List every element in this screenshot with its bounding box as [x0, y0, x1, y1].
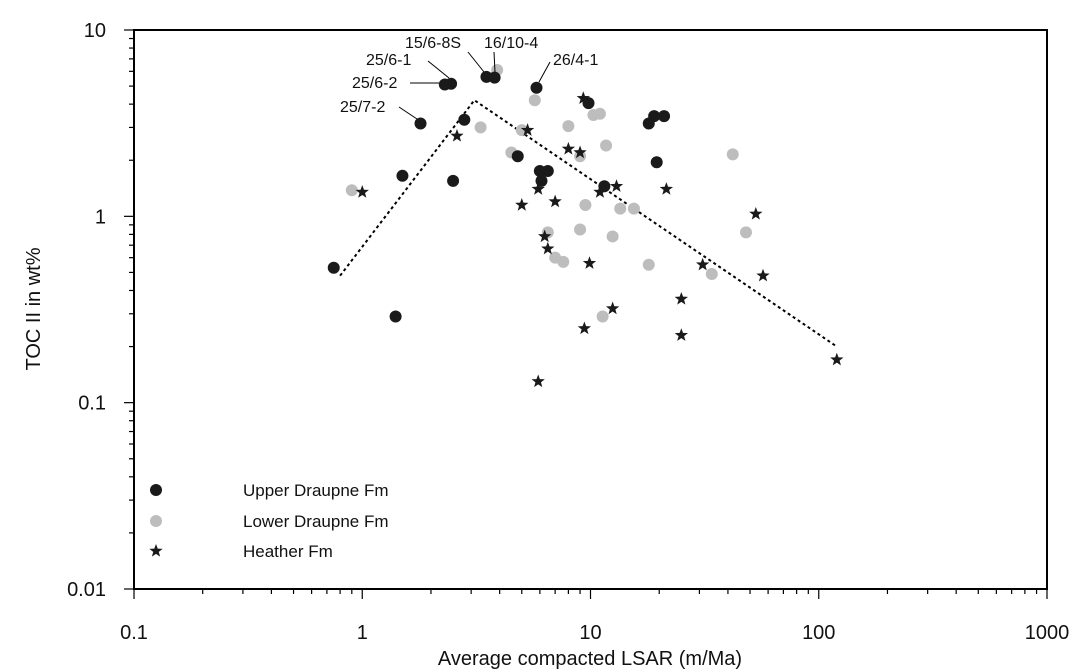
legend-label: Lower Draupne Fm — [243, 512, 389, 531]
point-lower-draupne-fm — [562, 120, 575, 133]
point-upper-draupne-fm — [541, 165, 554, 178]
annotation-leader — [493, 51, 496, 73]
point-heather-fm — [696, 257, 710, 271]
x-tick-label: 1 — [357, 622, 368, 644]
point-heather-fm — [531, 374, 545, 388]
point-lower-draupne-fm — [614, 202, 627, 215]
annotation-label: 26/4-1 — [553, 52, 598, 69]
point-heather-fm — [576, 91, 590, 104]
annotation-leader — [427, 60, 450, 79]
legend-marker — [149, 544, 163, 557]
legend-marker — [150, 484, 162, 496]
point-lower-draupne-fm — [600, 139, 613, 152]
point-lower-draupne-fm — [739, 226, 752, 239]
point-upper-draupne-fm — [530, 81, 543, 94]
point-lower-draupne-fm — [606, 230, 619, 243]
point-upper-draupne-fm — [389, 310, 402, 323]
point-heather-fm — [561, 141, 576, 155]
point-heather-fm — [605, 301, 620, 315]
x-tick-label: 100 — [802, 622, 835, 644]
point-heather-fm — [582, 256, 597, 269]
point-heather-fm — [548, 194, 562, 208]
data-points — [327, 64, 844, 388]
point-annotations: 15/6-8S 16/10-4 25/6-1 26/4-1 25/6-2 25/7-2 — [340, 35, 598, 120]
point-upper-draupne-fm — [458, 113, 471, 126]
point-heather-fm — [749, 206, 763, 220]
point-heather-fm — [573, 145, 587, 159]
point-heather-fm — [541, 241, 555, 255]
point-lower-draupne-fm — [627, 202, 640, 215]
point-heather-fm — [756, 268, 770, 282]
point-heather-fm — [674, 292, 688, 305]
point-heather-fm — [520, 123, 535, 136]
point-lower-draupne-fm — [345, 184, 358, 197]
point-upper-draupne-fm — [445, 77, 458, 90]
annotation-leader — [538, 61, 551, 83]
point-heather-fm — [659, 182, 674, 195]
point-lower-draupne-fm — [642, 258, 655, 271]
point-heather-fm — [577, 321, 592, 335]
trend-line-path — [339, 98, 838, 348]
point-upper-draupne-fm — [658, 110, 671, 123]
point-heather-fm — [609, 179, 624, 192]
x-tick-label: 1000 — [1025, 622, 1070, 644]
point-lower-draupne-fm — [528, 94, 541, 107]
point-lower-draupne-fm — [579, 199, 592, 212]
point-upper-draupne-fm — [650, 156, 663, 169]
axis-ticks: 0.1 1 10 100 1000 0.01 0.1 1 10 — [67, 20, 1069, 644]
point-lower-draupne-fm — [705, 268, 718, 281]
point-heather-fm — [450, 128, 464, 142]
annotation-label: 25/7-2 — [340, 99, 385, 116]
point-upper-draupne-fm — [327, 261, 340, 274]
legend-label: Upper Draupne Fm — [243, 481, 389, 500]
x-axis-title: Average compacted LSAR (m/Ma) — [438, 648, 742, 670]
point-heather-fm — [531, 182, 545, 195]
point-upper-draupne-fm — [447, 174, 460, 187]
annotation-label: 16/10-4 — [484, 35, 538, 52]
point-lower-draupne-fm — [557, 255, 570, 268]
point-heather-fm — [830, 352, 844, 366]
point-heather-fm — [355, 185, 369, 198]
point-upper-draupne-fm — [648, 110, 661, 123]
legend-label: Heather Fm — [243, 542, 333, 561]
point-upper-draupne-fm — [488, 71, 501, 84]
annotation-label: 15/6-8S — [405, 35, 461, 52]
y-tick-label: 0.1 — [78, 393, 106, 415]
point-heather-fm — [538, 229, 552, 243]
series-lower-draupne-fm — [345, 64, 752, 323]
x-tick-label: 0.1 — [120, 622, 148, 644]
y-axis-title: TOC II in wt% — [23, 247, 45, 370]
series-upper-draupne-fm — [327, 70, 671, 323]
annotation-label: 25/6-2 — [352, 75, 397, 92]
point-heather-fm — [593, 185, 607, 198]
point-heather-fm — [674, 328, 688, 341]
point-lower-draupne-fm — [596, 310, 609, 323]
y-tick-label: 0.01 — [67, 579, 106, 601]
y-tick-label: 1 — [95, 206, 106, 228]
x-tick-label: 10 — [579, 622, 601, 644]
point-upper-draupne-fm — [511, 150, 524, 163]
point-heather-fm — [515, 198, 529, 211]
point-upper-draupne-fm — [414, 117, 427, 130]
annotation-leader — [398, 106, 418, 120]
point-lower-draupne-fm — [474, 121, 487, 134]
point-lower-draupne-fm — [726, 148, 739, 161]
trend-line — [339, 98, 838, 348]
point-lower-draupne-fm — [593, 107, 606, 120]
series-heather-fm — [355, 91, 844, 388]
point-lower-draupne-fm — [574, 150, 587, 163]
legend-marker — [150, 515, 162, 527]
annotation-label: 25/6-1 — [366, 52, 411, 69]
y-tick-label: 10 — [84, 20, 106, 42]
point-lower-draupne-fm — [574, 223, 587, 236]
point-upper-draupne-fm — [396, 169, 409, 182]
legend: Upper Draupne Fm Lower Draupne Fm Heather … — [149, 481, 389, 561]
annotation-leader — [467, 51, 485, 73]
